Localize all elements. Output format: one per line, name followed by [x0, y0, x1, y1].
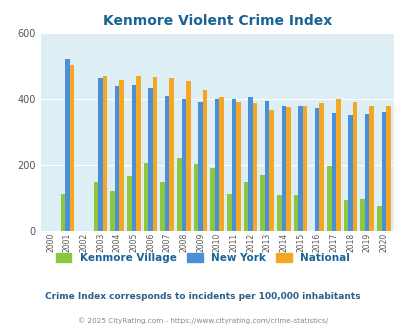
Bar: [369, 106, 373, 231]
Bar: [331, 113, 335, 231]
Bar: [277, 195, 281, 231]
Bar: [219, 97, 224, 231]
Bar: [181, 99, 185, 231]
Bar: [385, 106, 390, 231]
Bar: [136, 76, 140, 231]
Bar: [102, 76, 107, 231]
Bar: [335, 99, 340, 231]
Bar: [314, 108, 319, 231]
Bar: [198, 102, 202, 231]
Bar: [202, 90, 207, 231]
Bar: [264, 101, 269, 231]
Bar: [231, 99, 236, 231]
Bar: [352, 102, 356, 231]
Bar: [164, 96, 169, 231]
Bar: [193, 164, 198, 231]
Bar: [293, 195, 298, 231]
Bar: [260, 175, 264, 231]
Bar: [269, 110, 273, 231]
Bar: [115, 86, 119, 231]
Bar: [214, 99, 219, 231]
Bar: [326, 166, 331, 231]
Bar: [248, 97, 252, 231]
Bar: [177, 158, 181, 231]
Bar: [127, 176, 131, 231]
Bar: [319, 103, 323, 231]
Title: Kenmore Violent Crime Index: Kenmore Violent Crime Index: [102, 14, 331, 28]
Bar: [60, 194, 65, 231]
Bar: [376, 206, 381, 231]
Bar: [148, 88, 152, 231]
Bar: [381, 112, 385, 231]
Bar: [160, 182, 164, 231]
Bar: [98, 78, 102, 231]
Bar: [302, 106, 307, 231]
Text: Crime Index corresponds to incidents per 100,000 inhabitants: Crime Index corresponds to incidents per…: [45, 292, 360, 301]
Bar: [343, 200, 347, 231]
Bar: [236, 102, 240, 231]
Bar: [281, 106, 286, 231]
Bar: [169, 78, 174, 231]
Bar: [110, 191, 115, 231]
Bar: [131, 85, 136, 231]
Bar: [119, 80, 124, 231]
Bar: [94, 182, 98, 231]
Bar: [364, 114, 369, 231]
Bar: [286, 107, 290, 231]
Legend: Kenmore Village, New York, National: Kenmore Village, New York, National: [51, 248, 354, 267]
Bar: [347, 115, 352, 231]
Bar: [152, 77, 157, 231]
Bar: [252, 103, 257, 231]
Bar: [185, 81, 190, 231]
Text: © 2025 CityRating.com - https://www.cityrating.com/crime-statistics/: © 2025 CityRating.com - https://www.city…: [78, 318, 327, 324]
Bar: [243, 182, 248, 231]
Bar: [298, 106, 302, 231]
Bar: [210, 168, 214, 231]
Bar: [360, 199, 364, 231]
Bar: [69, 65, 74, 231]
Bar: [143, 163, 148, 231]
Bar: [226, 194, 231, 231]
Bar: [65, 59, 69, 231]
